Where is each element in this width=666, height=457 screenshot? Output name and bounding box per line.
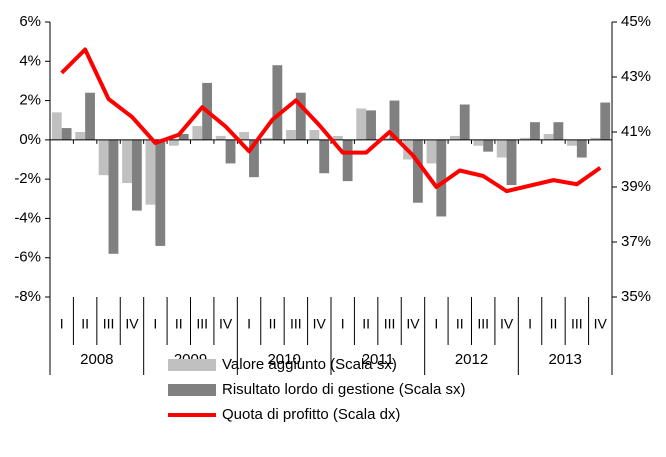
bar (483, 139, 494, 152)
x-tick-label: IV (406, 316, 420, 332)
bar (530, 122, 540, 140)
bar (272, 65, 283, 140)
legend-swatch (168, 384, 216, 396)
bar (192, 126, 203, 140)
bar (356, 108, 367, 140)
bar (75, 132, 86, 140)
bar (225, 139, 236, 164)
bar (389, 100, 400, 140)
bar (496, 139, 507, 158)
y-tick-label: -4% (14, 209, 41, 226)
x-tick-label: III (384, 316, 396, 332)
year-label: 2008 (80, 351, 113, 368)
bar (319, 139, 330, 174)
y2-tick-label: 35% (621, 288, 651, 305)
bar (332, 135, 343, 140)
y2-tick-label: 37% (621, 233, 651, 250)
x-tick-label: IV (125, 316, 139, 332)
x-tick-label: III (290, 316, 302, 332)
bar (543, 133, 554, 140)
y-tick-label: 6% (19, 13, 41, 30)
bar (295, 92, 306, 140)
bar (309, 130, 320, 140)
bar (178, 133, 189, 140)
x-tick-label: II (269, 316, 277, 332)
bar (426, 139, 437, 164)
x-tick-label: I (434, 316, 438, 332)
line (60, 47, 602, 194)
bar (449, 135, 460, 140)
x-tick-label: IV (313, 316, 327, 332)
x-tick-label: IV (219, 316, 233, 332)
bar (342, 139, 353, 182)
x-tick-label: I (247, 316, 251, 332)
bar (506, 139, 517, 186)
year-label: 2013 (548, 351, 581, 368)
legend-swatch (168, 359, 216, 371)
legend-label: Quota di profitto (Scala dx) (222, 406, 400, 423)
bar (168, 139, 179, 146)
bar (98, 139, 109, 176)
x-tick-label: IV (594, 316, 608, 332)
bar (473, 139, 484, 146)
bar (576, 139, 587, 158)
bar (131, 139, 142, 211)
bar (600, 102, 611, 140)
bar (155, 139, 166, 246)
x-tick-label: III (571, 316, 583, 332)
y-tick-label: 2% (19, 92, 41, 109)
x-tick-label: III (196, 316, 208, 332)
x-tick-label: I (341, 316, 345, 332)
x-tick-label: II (550, 316, 558, 332)
bar (412, 139, 423, 203)
y-tick-label: -8% (14, 288, 41, 305)
x-tick-label: II (81, 316, 89, 332)
bar (262, 137, 273, 140)
bar (286, 130, 296, 140)
x-tick-label: II (362, 316, 370, 332)
y2-tick-label: 41% (621, 123, 651, 140)
bar (215, 135, 226, 140)
bar (590, 137, 601, 140)
y2-tick-label: 39% (621, 178, 651, 195)
bar (459, 104, 470, 140)
bar (51, 112, 62, 140)
x-tick-label: I (153, 316, 157, 332)
y-tick-label: 4% (19, 52, 41, 69)
bar (61, 128, 72, 140)
x-tick-label: II (175, 316, 183, 332)
year-label: 2012 (455, 351, 488, 368)
bar (520, 137, 531, 140)
x-tick-label: IV (500, 316, 514, 332)
legend-label: Valore aggiunto (Scala sx) (222, 356, 397, 373)
x-tick-label: III (103, 316, 115, 332)
x-tick-label: I (528, 316, 532, 332)
bar (122, 139, 132, 184)
bar (145, 139, 156, 205)
bar (567, 139, 577, 146)
bar (108, 139, 119, 254)
y2-tick-label: 43% (621, 68, 651, 85)
x-tick-label: I (60, 316, 64, 332)
bar (553, 122, 564, 140)
bar (366, 110, 376, 140)
y-tick-label: -2% (14, 170, 41, 187)
y-tick-label: -6% (14, 249, 41, 266)
bar (239, 132, 250, 140)
y2-tick-label: 45% (621, 13, 651, 30)
x-tick-label: II (456, 316, 464, 332)
y-tick-label: 0% (19, 131, 41, 148)
year-label: 2011 (362, 351, 394, 368)
bar (249, 139, 259, 178)
bar (436, 139, 447, 217)
legend-label: Risultato lordo di gestione (Scala sx) (222, 381, 465, 398)
bar (85, 92, 95, 140)
year-label: 2010 (267, 351, 300, 368)
x-tick-label: III (477, 316, 489, 332)
